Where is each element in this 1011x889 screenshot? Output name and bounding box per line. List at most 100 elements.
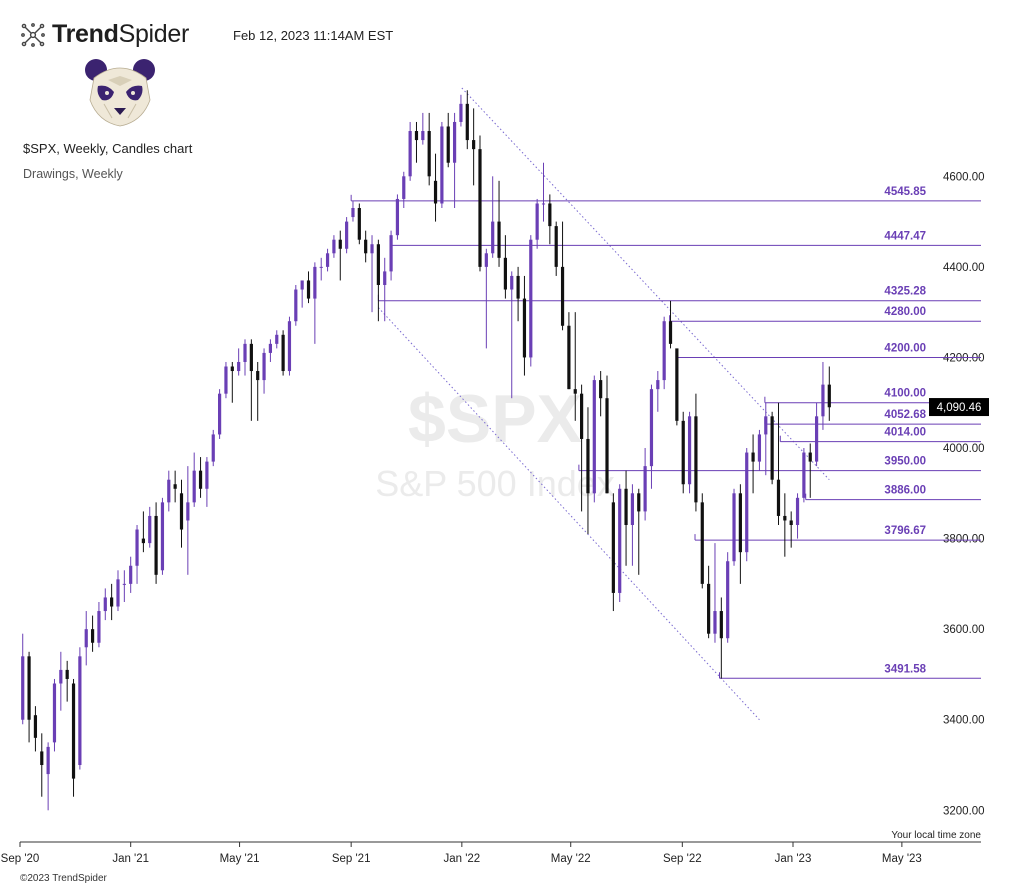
candle-body <box>364 239 368 254</box>
candle-body <box>205 461 209 489</box>
candle <box>770 411 774 485</box>
candle <box>90 615 95 652</box>
y-tick-label: 4400.00 <box>943 262 985 274</box>
candle <box>764 402 768 476</box>
candle <box>802 448 806 503</box>
candle-body <box>135 529 139 566</box>
candle <box>414 121 419 163</box>
candle-body <box>535 203 539 240</box>
candle <box>624 470 628 566</box>
candle <box>681 411 685 494</box>
candle-body <box>618 488 622 593</box>
candle <box>649 384 654 489</box>
candle-body <box>472 140 476 150</box>
candle <box>503 235 507 299</box>
candle <box>313 262 317 344</box>
candle-body <box>738 493 742 553</box>
candle <box>116 570 120 612</box>
candle-body <box>268 343 273 353</box>
candle <box>656 371 660 412</box>
candle <box>224 361 228 399</box>
candle-body <box>745 452 749 553</box>
timezone-note[interactable]: Your local time zone <box>891 830 981 841</box>
candle-body <box>294 289 298 322</box>
candle-body <box>116 579 120 607</box>
candle-body <box>808 452 812 462</box>
candle <box>821 361 825 430</box>
candle <box>433 153 438 222</box>
candle <box>376 239 380 322</box>
candle-body <box>370 244 374 254</box>
candle-body <box>59 669 63 684</box>
candle <box>529 235 533 367</box>
x-tick-label: Jan '23 <box>775 853 812 865</box>
candle <box>135 525 139 584</box>
candle <box>662 316 666 390</box>
candle-body <box>281 334 285 372</box>
candle-body <box>548 203 552 227</box>
price-tag-bg <box>929 398 989 417</box>
brand-logo[interactable]: TrendSpider <box>20 20 189 49</box>
candle-body <box>599 380 603 399</box>
candle <box>319 257 323 281</box>
candle <box>300 280 304 308</box>
candle <box>707 565 711 639</box>
candle <box>129 556 133 593</box>
candle <box>249 339 253 421</box>
candle <box>281 330 285 376</box>
candle <box>33 706 38 752</box>
channel-line <box>378 307 760 721</box>
candle-body <box>687 416 692 485</box>
candle-body <box>491 221 495 254</box>
candle-body <box>154 515 158 575</box>
candle-body <box>668 321 673 344</box>
candle <box>541 162 546 222</box>
candle-body <box>484 253 488 267</box>
candle <box>338 230 342 281</box>
candle <box>167 470 171 512</box>
candle-body <box>198 470 203 489</box>
candle <box>491 176 495 258</box>
candle-body <box>814 416 819 462</box>
candle-body <box>33 715 38 738</box>
candle-body <box>649 389 654 467</box>
candle-body <box>52 683 57 743</box>
panda-avatar <box>85 59 155 127</box>
level-label: 4052.68 <box>884 409 926 421</box>
candle-body <box>522 298 527 358</box>
candle <box>459 94 463 127</box>
candle <box>198 457 203 498</box>
candle-body <box>160 502 165 571</box>
candle-body <box>764 416 768 435</box>
candle <box>827 366 831 421</box>
candle-body <box>21 656 25 720</box>
candle <box>757 429 762 471</box>
candle-body <box>389 235 393 272</box>
candle-body <box>592 380 596 494</box>
candle <box>808 443 812 498</box>
candle-body <box>224 366 228 394</box>
candle-body <box>46 746 50 775</box>
candle-body <box>211 434 215 462</box>
candle-body <box>516 275 520 299</box>
candle-body <box>122 583 126 585</box>
level-label: 4200.00 <box>884 342 926 354</box>
level-label: 4325.28 <box>884 286 926 298</box>
candle-body <box>383 271 387 285</box>
candle-body <box>459 103 463 122</box>
candle <box>205 457 209 507</box>
candle <box>262 348 266 394</box>
candle-body <box>757 434 762 462</box>
level-label: 4014.00 <box>884 427 926 439</box>
candle-body <box>395 198 400 236</box>
candle <box>751 434 755 494</box>
candle <box>84 611 88 666</box>
candle <box>687 411 692 494</box>
x-tick-label: May '21 <box>220 853 260 865</box>
level-label: 4100.00 <box>884 388 926 400</box>
candle <box>110 583 114 621</box>
candle-body <box>319 266 323 268</box>
candle <box>478 135 482 272</box>
y-tick-label: 3400.00 <box>943 715 985 727</box>
